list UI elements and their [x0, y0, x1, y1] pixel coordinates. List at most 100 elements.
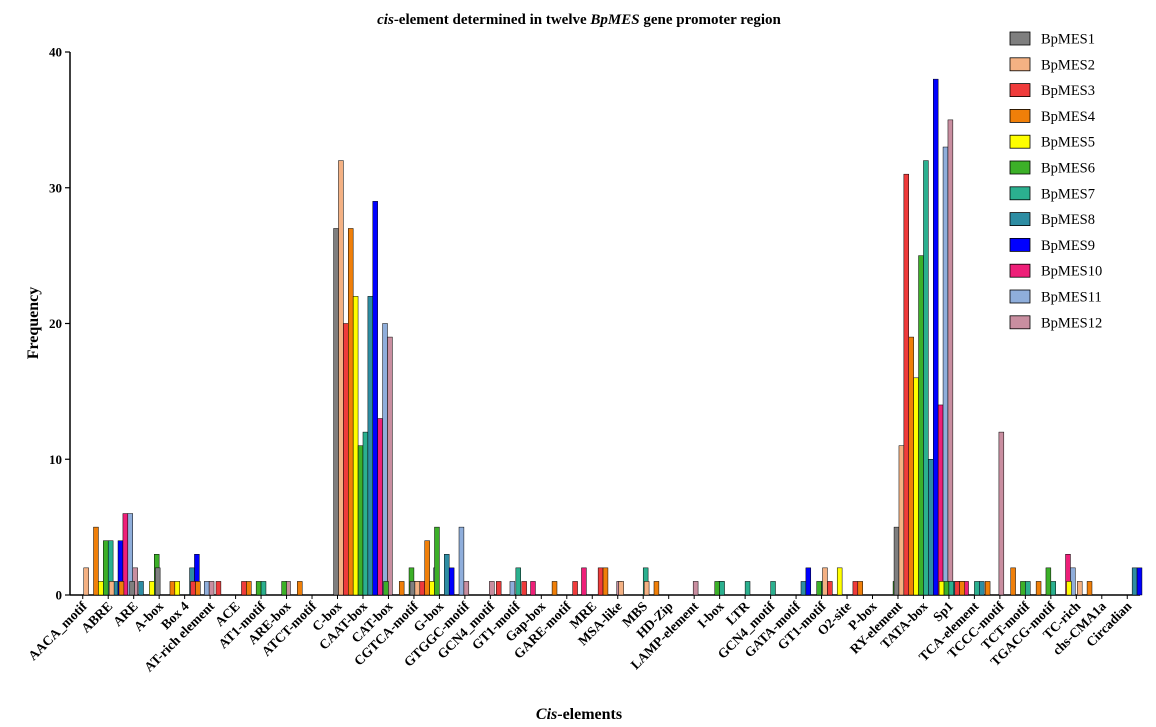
bar-bpmes2 — [822, 567, 828, 596]
bar-bpmes4 — [551, 581, 558, 596]
y-axis-title: Frequency — [25, 287, 42, 360]
bar-bpmes9 — [1136, 567, 1143, 596]
bar-bpmes10 — [530, 581, 536, 596]
bar-bpmes3 — [419, 581, 425, 596]
bar-bpmes8 — [444, 554, 450, 596]
legend-swatch-bpmes7 — [1009, 186, 1031, 201]
bar-bpmes12 — [463, 581, 470, 596]
x-axis-title: Cis-elements — [536, 706, 622, 723]
legend-swatch-bpmes9 — [1009, 237, 1031, 252]
bar-bpmes6 — [943, 581, 950, 596]
bar-bpmes2 — [1077, 581, 1083, 596]
bar-bpmes7 — [948, 581, 955, 596]
bar-bpmes4 — [653, 581, 660, 596]
bar-bpmes4 — [93, 526, 99, 596]
bar-bpmes5 — [913, 377, 919, 596]
bar-bpmes6 — [357, 445, 364, 596]
bar-bpmes7 — [1025, 581, 1031, 596]
bar-bpmes5 — [149, 581, 155, 596]
bar-bpmes6 — [714, 581, 720, 596]
bar-bpmes11 — [203, 581, 210, 596]
bar-bpmes3 — [215, 581, 222, 596]
bar-bpmes7 — [362, 431, 369, 596]
bar-bpmes4 — [169, 581, 176, 596]
legend-swatch-bpmes5 — [1009, 134, 1031, 149]
legend-label-bpmes8: BpMES8 — [1041, 212, 1095, 228]
bar-bpmes4 — [857, 581, 863, 596]
legend-label-bpmes12: BpMES12 — [1041, 315, 1102, 331]
y-tick-label: 40 — [49, 45, 62, 60]
bar-bpmes2 — [414, 581, 421, 596]
bar-bpmes4 — [602, 567, 609, 596]
bar-bpmes5 — [174, 581, 180, 596]
bar-bpmes6 — [1020, 581, 1026, 596]
bar-bpmes4 — [348, 228, 354, 596]
bar-bpmes7 — [515, 567, 521, 596]
bar-bpmes10 — [937, 404, 944, 596]
bar-bpmes5 — [429, 581, 435, 596]
bar-bpmes3 — [903, 173, 910, 596]
legend-label-bpmes3: BpMES3 — [1041, 83, 1095, 99]
bar-bpmes8 — [979, 581, 985, 596]
bar-bpmes11 — [382, 323, 388, 596]
bar-bpmes4 — [1035, 581, 1042, 596]
bar-bpmes7 — [770, 581, 776, 596]
bar-bpmes9 — [805, 567, 812, 596]
bar-bpmes7 — [1050, 581, 1056, 596]
bar-bpmes1 — [893, 526, 900, 596]
bar-bpmes4 — [195, 581, 201, 596]
bar-bpmes3 — [852, 581, 859, 596]
legend-label-bpmes10: BpMES10 — [1041, 264, 1102, 280]
legend-swatch-bpmes3 — [1009, 83, 1031, 97]
bar-bpmes5 — [836, 567, 843, 596]
bar-bpmes3 — [241, 581, 247, 596]
legend-swatch-bpmes8 — [1009, 212, 1031, 227]
bar-bpmes1 — [154, 567, 161, 596]
bar-bpmes10 — [581, 567, 587, 596]
bar-bpmes4 — [1010, 567, 1016, 596]
bar-bpmes4 — [398, 581, 405, 596]
legend-label-bpmes7: BpMES7 — [1041, 186, 1095, 202]
bar-bpmes4 — [297, 581, 303, 596]
bar-bpmes3 — [597, 567, 604, 596]
bar-bpmes1 — [333, 228, 339, 596]
chart-title: cis-element determined in twelve BpMES g… — [377, 12, 781, 28]
bar-bpmes2 — [108, 581, 115, 596]
bar-bpmes6 — [434, 526, 440, 596]
x-tick-label: AACA_motif — [25, 598, 90, 663]
bar-bpmes6 — [255, 581, 262, 596]
bar-bpmes6 — [1045, 567, 1052, 596]
bar-bpmes3 — [827, 581, 833, 596]
bar-bpmes4 — [959, 581, 965, 596]
bar-bpmes7 — [719, 581, 725, 596]
bar-bpmes3 — [572, 581, 578, 596]
bar-bpmes6 — [918, 255, 924, 596]
bar-bpmes12 — [947, 119, 954, 596]
bar-bpmes10 — [377, 418, 383, 596]
bar-bpmes7 — [744, 581, 751, 596]
bar-bpmes6 — [816, 581, 822, 596]
bar-bpmes8 — [928, 459, 934, 596]
bar-bpmes7 — [974, 581, 980, 596]
bar-bpmes5 — [938, 581, 945, 596]
bar-bpmes2 — [618, 581, 624, 596]
bar-bpmes2 — [338, 160, 344, 596]
legend-label-bpmes5: BpMES5 — [1041, 135, 1095, 151]
legend-label-bpmes4: BpMES4 — [1041, 109, 1096, 125]
bar-bpmes5 — [98, 581, 104, 596]
bar-bpmes6 — [383, 581, 389, 596]
bar-bpmes5 — [1066, 581, 1072, 596]
bar-bpmes4 — [1086, 581, 1093, 596]
bar-bpmes7 — [923, 160, 929, 596]
x-tick-label: I-box — [694, 598, 727, 631]
bar-bpmes1 — [409, 581, 416, 596]
y-tick-label: 0 — [56, 588, 63, 603]
bar-bpmes6 — [281, 581, 287, 596]
bar-bpmes4 — [424, 540, 430, 596]
bar-bpmes12 — [998, 431, 1005, 596]
bar-bpmes4 — [246, 581, 252, 596]
bar-bpmes11 — [509, 581, 516, 596]
bar-bpmes4 — [908, 336, 914, 596]
